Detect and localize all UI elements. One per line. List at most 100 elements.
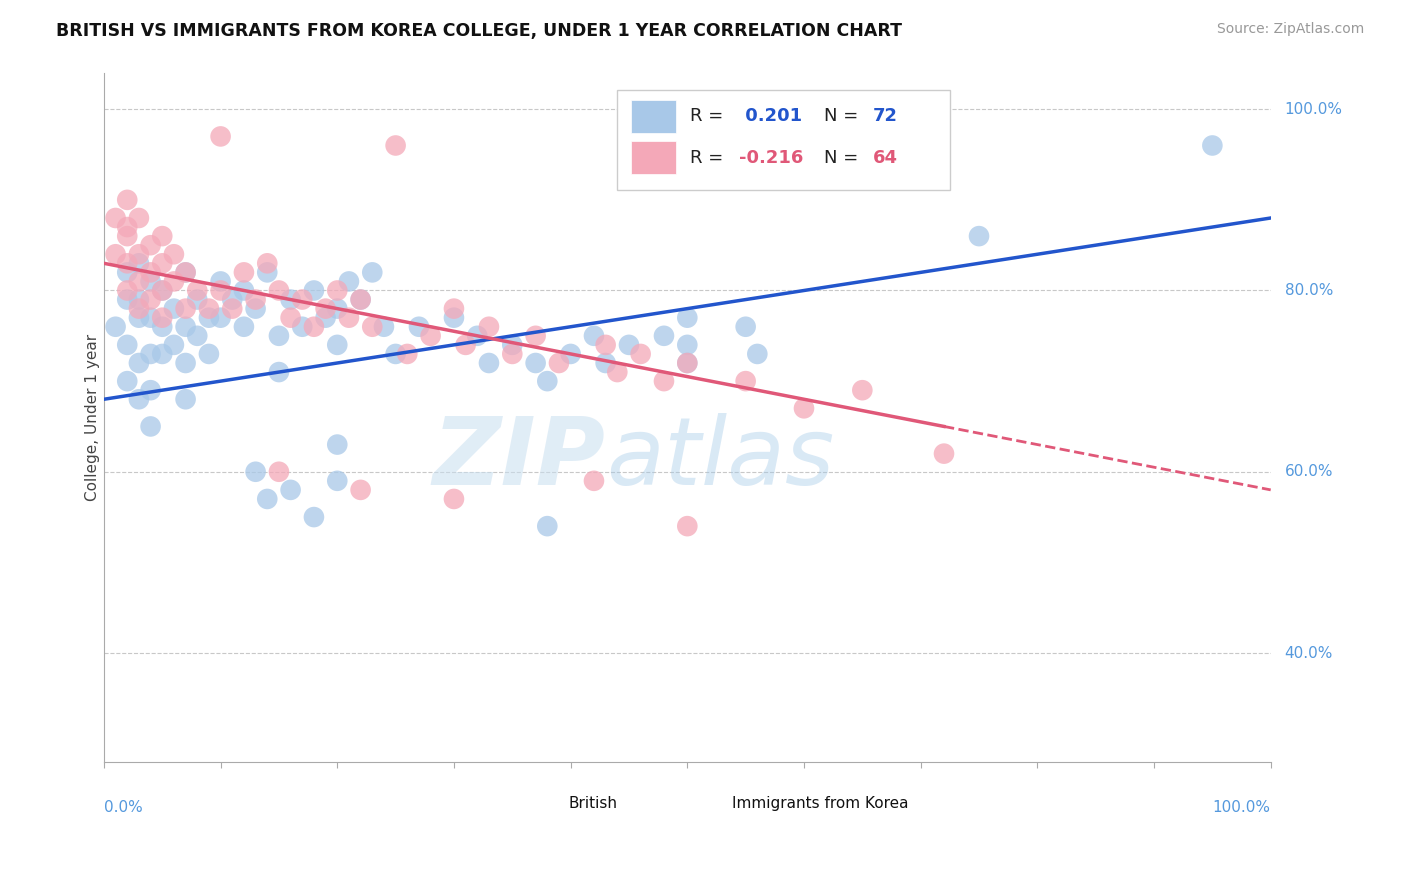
Point	[117, 284, 139, 298]
Point	[163, 338, 186, 352]
Point	[676, 310, 699, 325]
Text: -0.216: -0.216	[738, 149, 803, 167]
Point	[326, 474, 349, 488]
Point	[128, 293, 150, 307]
Point	[174, 301, 197, 316]
Point	[676, 519, 699, 533]
Point	[606, 365, 628, 379]
Point	[139, 419, 162, 434]
Text: R =: R =	[690, 107, 728, 126]
Point	[139, 265, 162, 279]
Point	[373, 319, 395, 334]
Point	[652, 328, 675, 343]
Text: atlas: atlas	[606, 413, 834, 504]
Point	[128, 256, 150, 270]
Text: N =: N =	[824, 149, 863, 167]
Point	[128, 356, 150, 370]
Text: 100.0%: 100.0%	[1285, 102, 1343, 117]
Point	[337, 275, 360, 289]
Point	[326, 284, 349, 298]
Point	[384, 138, 406, 153]
Point	[419, 328, 441, 343]
Point	[117, 338, 139, 352]
Point	[174, 265, 197, 279]
Point	[747, 347, 769, 361]
Text: N =: N =	[824, 107, 863, 126]
Point	[256, 256, 278, 270]
Point	[150, 229, 173, 244]
Point	[630, 347, 652, 361]
Point	[245, 465, 267, 479]
Point	[104, 319, 127, 334]
Point	[150, 284, 173, 298]
Point	[361, 265, 384, 279]
Point	[548, 356, 571, 370]
Point	[349, 293, 371, 307]
Point	[443, 301, 465, 316]
Point	[104, 247, 127, 261]
Y-axis label: College, Under 1 year: College, Under 1 year	[86, 334, 100, 501]
Point	[302, 319, 325, 334]
Point	[221, 301, 243, 316]
Text: Immigrants from Korea: Immigrants from Korea	[731, 796, 908, 811]
Point	[117, 265, 139, 279]
Point	[443, 491, 465, 506]
Point	[349, 293, 371, 307]
Point	[280, 293, 302, 307]
Point	[595, 356, 617, 370]
Text: 60.0%: 60.0%	[1285, 464, 1333, 479]
Point	[245, 293, 267, 307]
Point	[128, 301, 150, 316]
Point	[128, 392, 150, 407]
Point	[139, 275, 162, 289]
Point	[128, 211, 150, 225]
Point	[454, 338, 477, 352]
Point	[267, 284, 290, 298]
Text: R =: R =	[690, 149, 728, 167]
FancyBboxPatch shape	[631, 100, 676, 133]
Point	[302, 510, 325, 524]
Text: 72: 72	[873, 107, 898, 126]
Point	[524, 356, 547, 370]
Point	[560, 347, 582, 361]
Point	[117, 220, 139, 235]
Point	[267, 328, 290, 343]
Point	[117, 256, 139, 270]
Point	[501, 338, 523, 352]
Point	[536, 519, 558, 533]
Point	[198, 310, 221, 325]
Point	[478, 319, 501, 334]
Point	[139, 293, 162, 307]
Text: British: British	[568, 796, 617, 811]
Point	[302, 284, 325, 298]
Point	[408, 319, 430, 334]
Point	[209, 275, 232, 289]
Point	[139, 347, 162, 361]
Point	[337, 310, 360, 325]
Point	[150, 256, 173, 270]
Point	[163, 301, 186, 316]
Point	[582, 474, 605, 488]
Point	[150, 284, 173, 298]
Point	[186, 284, 208, 298]
Point	[267, 365, 290, 379]
Point	[256, 491, 278, 506]
Point	[291, 319, 314, 334]
Text: 0.201: 0.201	[738, 107, 801, 126]
Point	[536, 374, 558, 388]
Point	[349, 483, 371, 497]
Point	[198, 301, 221, 316]
Point	[384, 347, 406, 361]
Point	[932, 447, 955, 461]
Point	[267, 465, 290, 479]
Point	[174, 319, 197, 334]
Point	[232, 284, 254, 298]
Point	[209, 284, 232, 298]
Point	[139, 383, 162, 397]
FancyBboxPatch shape	[617, 90, 950, 190]
Point	[150, 310, 173, 325]
Point	[582, 328, 605, 343]
Text: 64: 64	[873, 149, 898, 167]
Point	[361, 319, 384, 334]
Point	[139, 238, 162, 252]
